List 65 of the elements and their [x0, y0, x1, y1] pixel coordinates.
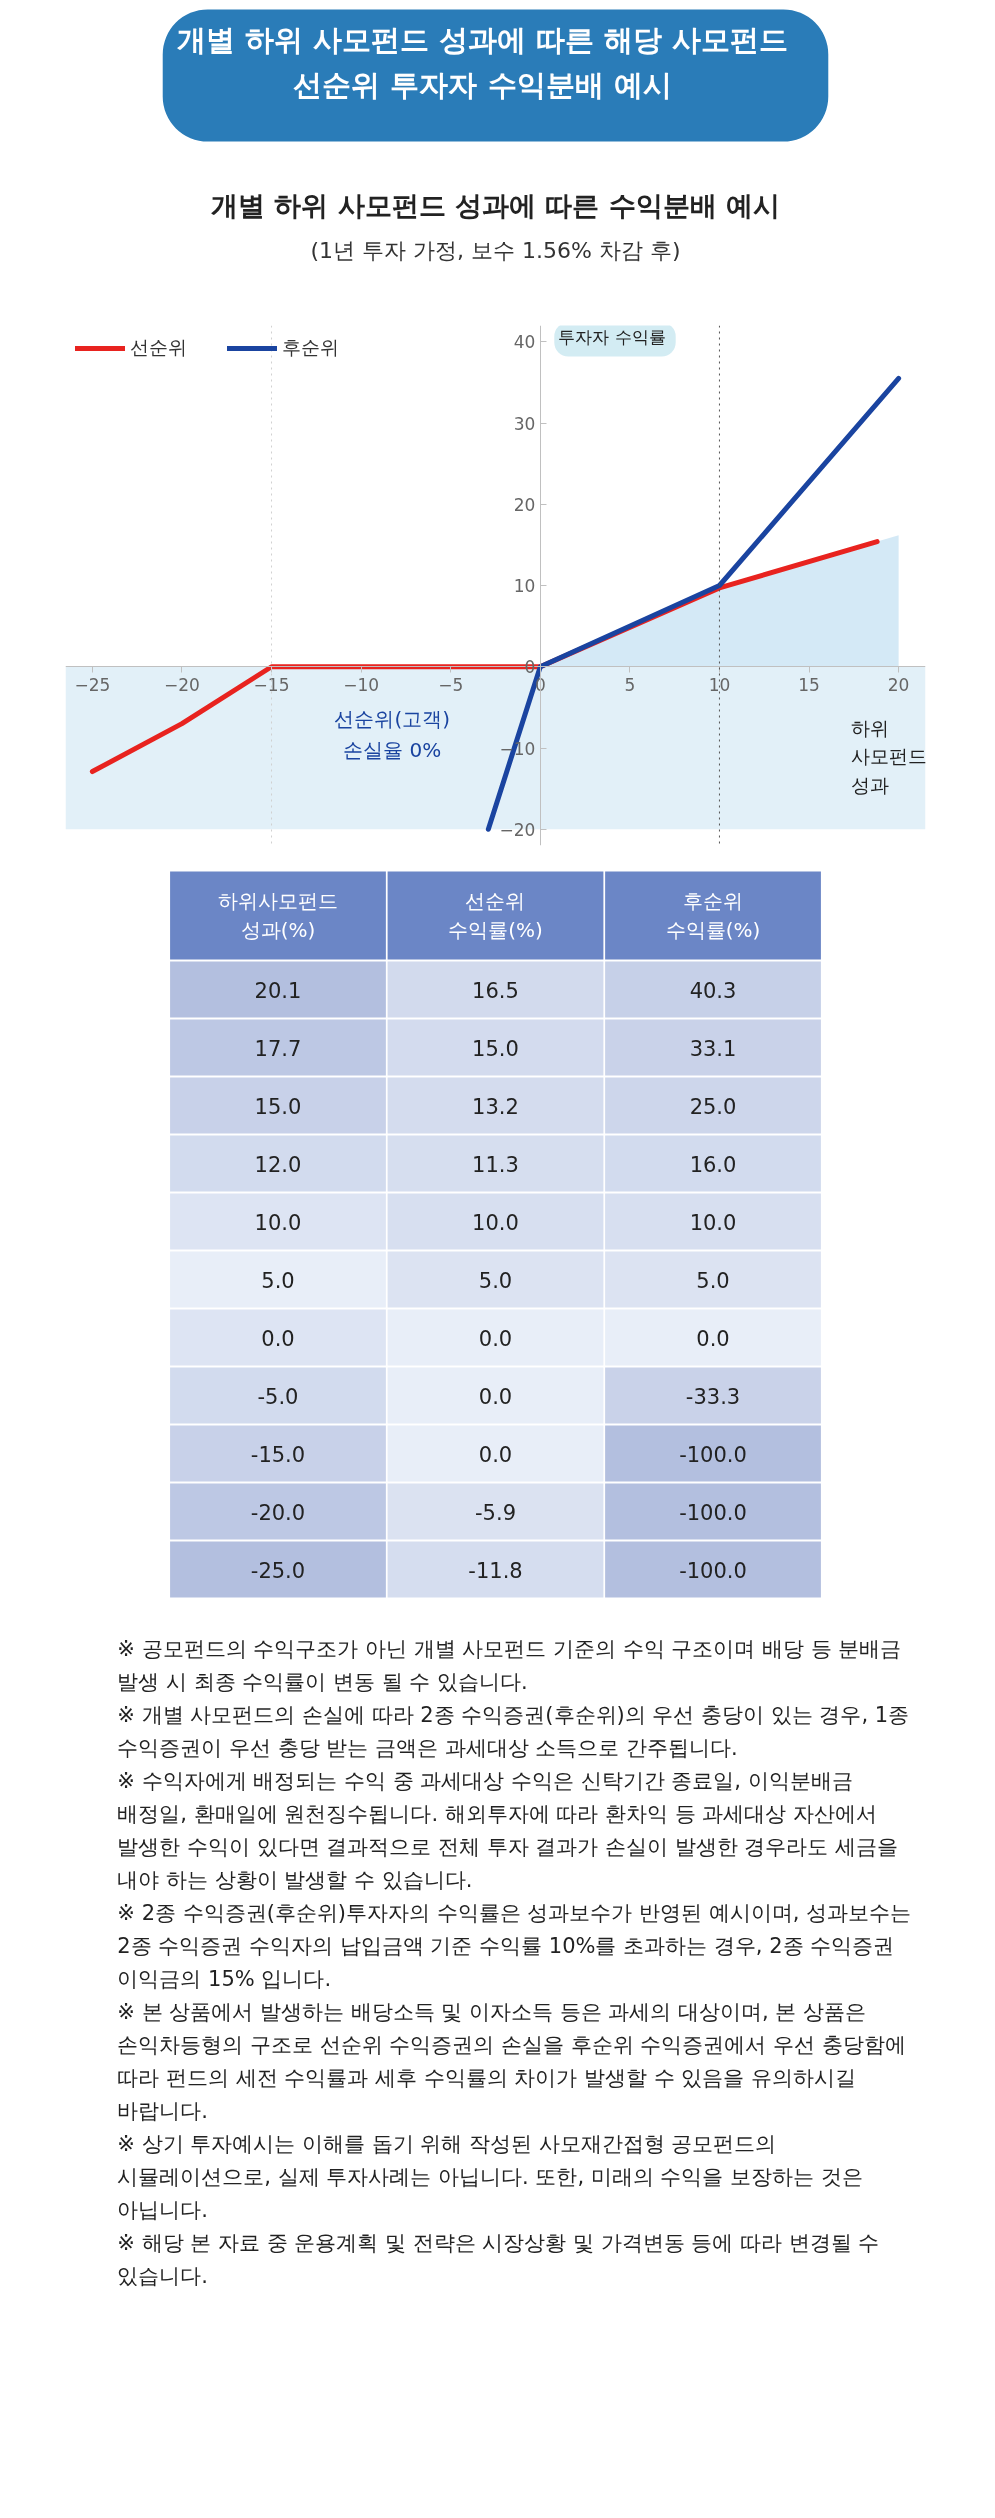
- data-label: -100.0: [679, 1442, 747, 1467]
- x-tick-label: −15: [253, 674, 290, 695]
- text: ※ 상기 투자예시는 이해를 돕기 위해 작성된 사모재간접형 공모펀드의 시뮬레이션으로, 실제 투자사례는 아닙니다. 또한, 미래의 수익을 보장하는 것은 아닙니다.: [117, 2131, 863, 2222]
- x-tick-label: −5: [438, 674, 464, 695]
- y-tick-label: -20.0: [250, 1500, 306, 1525]
- chart-title: 개별 하위 사모펀드 성과에 따른 해당 사모펀드 선순위 투자자 수익분배 예시: [176, 23, 789, 102]
- text: ※ 개별 사모펀드의 손실에 따라 2종 수익증권(후순위)의 우선 충당이 있는 경우, 1종 수익증권이 우선 충당 받는 금액은 과세대상 소득으로 간주됩니다.: [117, 1702, 910, 1760]
- data-label: 0.0: [696, 1326, 730, 1351]
- legend-label: 후순위: [282, 335, 339, 360]
- data-label: 5.0: [696, 1268, 730, 1293]
- data-label: 0.0: [478, 1442, 513, 1467]
- data-label: 5.0: [478, 1268, 513, 1293]
- x-tick-label: −20: [164, 674, 200, 695]
- x-axis-title: 하위 사모펀드 성과: [850, 716, 927, 796]
- data-label: 0.0: [478, 1326, 513, 1351]
- text: ※ 해당 본 자료 중 운용계획 및 전략은 시장상황 및 가격변동 등에 따라 변경될 수 있습니다.: [117, 2230, 880, 2288]
- chart-subtitle: 개별 하위 사모펀드 성과에 따른 수익분배 예시: [210, 190, 781, 221]
- y-tick-label: -5.0: [257, 1384, 299, 1409]
- y-tick-label: -25.0: [250, 1558, 306, 1583]
- data-label: 33.1: [689, 1036, 737, 1061]
- y-tick-label: 40: [513, 332, 536, 353]
- x-tick-label: −10: [343, 674, 380, 695]
- data-label: 15.0: [472, 1036, 519, 1061]
- y-tick-label: 30: [513, 413, 536, 434]
- x-tick-label: 5: [624, 674, 636, 695]
- data-label: 10.0: [472, 1210, 519, 1235]
- data-label: 13.2: [472, 1094, 519, 1119]
- text: ※ 공모펀드의 수익구조가 아닌 개별 사모펀드 기준의 수익 구조이며 배당 등 분배금 발생 시 최종 수익률이 변동 될 수 있습니다.: [117, 1636, 902, 1694]
- data-label: 25.0: [689, 1094, 737, 1119]
- x-tick-label: 15: [798, 674, 820, 695]
- y-tick-label: 10: [513, 576, 536, 596]
- y-tick-label: 20.1: [254, 978, 302, 1003]
- y-tick-label: 0.0: [261, 1326, 295, 1351]
- text: (1년 투자 가정, 보수 1.56% 차감 후): [310, 238, 681, 263]
- text: ※ 수익자에게 배정되는 수익 중 과세대상 수익은 신탁기간 종료일, 이익분배금 배정일, 환매일에 원천징수됩니다. 해외투자에 따라 환차익 등 과세대상 자산에서 발생한 수익이 있다면 결과적으로 전체 투자 결과가 손실이 발생한 경우라도 세금을 내야 하는 상황이 발생할 수 있습니다.: [117, 1768, 899, 1892]
- data-label: -100.0: [679, 1558, 747, 1583]
- data-label: -33.3: [685, 1384, 741, 1409]
- y-tick-label: 15.0: [254, 1094, 302, 1119]
- data-label: 40.3: [689, 978, 737, 1003]
- y-tick-label: 10.0: [254, 1210, 302, 1235]
- text: ※ 본 상품에서 발생하는 배당소득 및 이자소득 등은 과세의 대상이며, 본 상품은 손익차등형의 구조로 선순위 수익증권의 손실을 후순위 수익증권에서 우선 충당함에 따라 펀드의 세전 수익률과 세후 수익률의 차이가 발생할 수 있음을 유의하시길 바랍니다.: [117, 1999, 906, 2123]
- y-tick-label: 17.7: [254, 1036, 302, 1061]
- annotation: 선순위(고객) 손실율 0%: [334, 706, 451, 762]
- y-axis-title: 투자자 수익률: [558, 326, 666, 347]
- data-label: -11.8: [468, 1558, 523, 1583]
- data-label: 11.3: [472, 1152, 519, 1177]
- data-label: 10.0: [689, 1210, 737, 1235]
- data-label: -100.0: [679, 1500, 747, 1525]
- y-tick-label: 20: [513, 494, 536, 515]
- y-tick-label: 5.0: [261, 1268, 295, 1293]
- y-tick-label: −20: [499, 819, 536, 840]
- x-tick-label: 후순위 수익률(%): [665, 889, 761, 942]
- text: ※ 2종 수익증권(후순위)투자자의 수익률은 성과보수가 반영된 예시이며, 성과보수는 2종 수익증권 수익자의 납입금액 기준 수익률 10%를 초과하는 경우, 2종 수익증권 이익금의 15% 입니다.: [117, 1900, 912, 1991]
- legend-label: 선순위: [130, 335, 187, 360]
- y-axis-title: 하위사모펀드 성과(%): [217, 889, 338, 942]
- x-tick-label: 20: [887, 674, 910, 695]
- data-label: 0.0: [478, 1384, 513, 1409]
- y-tick-label: 12.0: [254, 1152, 302, 1177]
- x-tick-label: 선순위 수익률(%): [448, 889, 543, 942]
- x-tick-label: 10: [708, 674, 731, 695]
- data-label: 16.0: [689, 1152, 737, 1177]
- y-tick-label: -15.0: [250, 1442, 306, 1467]
- x-tick-label: −25: [74, 674, 111, 695]
- data-label: -5.9: [475, 1500, 516, 1525]
- data-label: 16.5: [472, 978, 519, 1003]
